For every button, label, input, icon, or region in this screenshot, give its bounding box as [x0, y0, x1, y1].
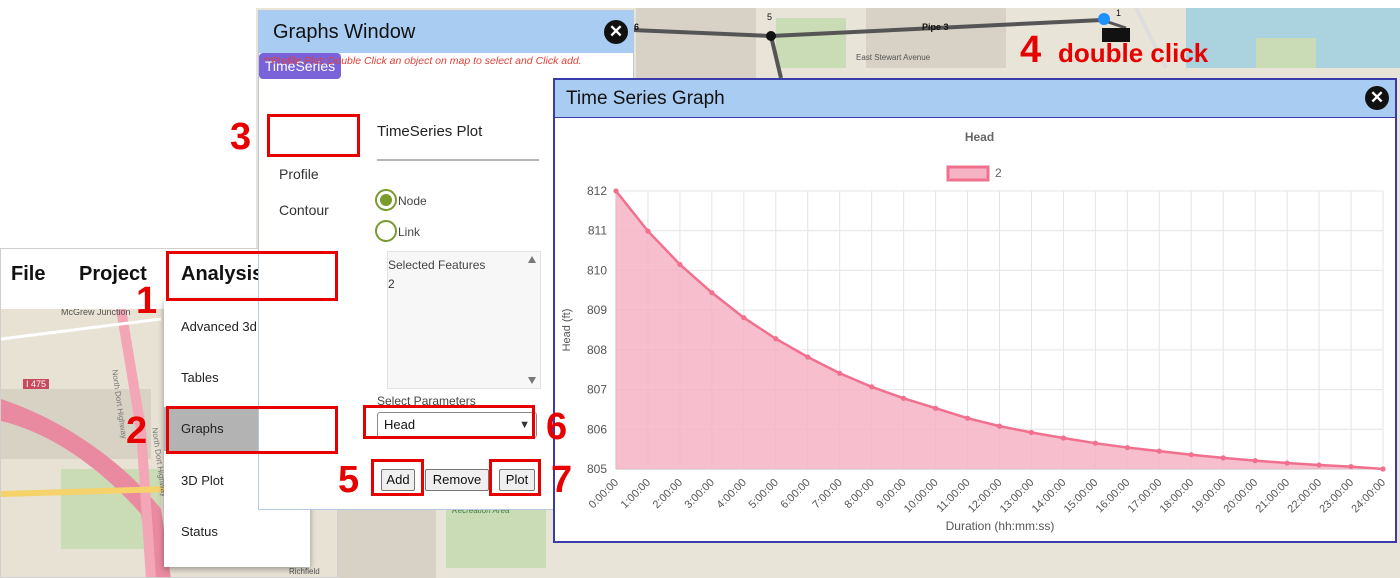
add-button[interactable]: Add	[381, 469, 415, 491]
data-point	[1028, 429, 1035, 436]
data-point	[1316, 462, 1322, 468]
y-tick-label: 809	[587, 303, 607, 317]
menu-project[interactable]: Project	[79, 263, 147, 285]
menu-item-tables[interactable]: Tables	[181, 370, 219, 385]
tab-profile[interactable]: Profile	[279, 166, 319, 182]
selected-feature-item[interactable]: 2	[388, 277, 395, 291]
data-point	[645, 228, 651, 234]
data-point	[613, 188, 619, 194]
double-click-annotation: double click	[1058, 38, 1209, 68]
y-tick-label: 810	[587, 263, 607, 277]
time-series-graph-title[interactable]: Time Series Graph	[555, 80, 1395, 118]
head-chart: 8128118108098088078068050:00:001:00:002:…	[555, 119, 1395, 539]
data-point	[837, 370, 843, 376]
map-place-label: McGrew Junction	[61, 309, 131, 317]
menu-map-roads	[1, 309, 337, 577]
radio-link-label: Link	[398, 225, 421, 239]
menu-item-3d-plot[interactable]: 3D Plot	[181, 473, 224, 488]
map-node-1[interactable]	[1098, 13, 1110, 25]
divider	[377, 159, 539, 161]
selected-features-list[interactable]: Selected Features 2	[387, 251, 541, 389]
data-point	[932, 405, 939, 411]
selected-features-label: Selected Features	[388, 258, 486, 272]
y-tick-label: 807	[587, 383, 607, 397]
step-number-6: 6	[546, 406, 568, 448]
annotation-box-timeseries	[267, 114, 360, 157]
step-number-4: 4	[1020, 29, 1042, 71]
map-node-label: 1	[1116, 8, 1122, 18]
data-point	[901, 395, 907, 401]
close-icon[interactable]: ✕	[604, 20, 628, 44]
chart-title: Head	[965, 130, 994, 144]
time-series-graph-window: Time Series Graph ✕ 812 811 810 809 808 807 80…	[553, 78, 1397, 543]
parameter-select-value: Head	[384, 417, 416, 432]
remove-button[interactable]: Remove	[425, 469, 489, 491]
data-point	[1060, 435, 1067, 441]
data-point	[869, 384, 875, 390]
menu-item-status[interactable]: Status	[181, 524, 218, 539]
tab-timeseries[interactable]: TimeSeries	[259, 53, 341, 79]
data-point	[1380, 466, 1386, 472]
tab-contour[interactable]: Contour	[279, 202, 329, 218]
y-tick-label: 806	[587, 422, 607, 436]
annotation-box-add	[371, 459, 424, 496]
step-number-7: 7	[551, 459, 573, 501]
profile-plot-hint: **Profile Plot: Double Click an object o…	[263, 55, 582, 67]
menu-file[interactable]: File	[11, 263, 46, 285]
data-point	[1220, 455, 1226, 461]
data-point	[1156, 448, 1162, 454]
data-point	[1188, 452, 1194, 458]
data-point	[805, 354, 811, 360]
parameter-select[interactable]: Head ▼	[377, 412, 537, 438]
data-point	[1348, 464, 1354, 470]
radio-node-label: Node	[398, 194, 427, 208]
map-pipe-label: Pipe 3	[922, 22, 949, 32]
radio-node[interactable]	[375, 189, 397, 211]
data-point	[773, 336, 779, 342]
annotation-box-analysis-report	[166, 251, 338, 301]
data-point	[1252, 458, 1258, 464]
annotation-box-plot	[489, 459, 541, 496]
data-point	[709, 290, 715, 296]
step-number-3: 3	[230, 116, 252, 158]
map-highway-label: I 475	[23, 379, 50, 389]
data-point	[741, 315, 747, 321]
step-number-2: 2	[126, 410, 148, 452]
x-axis-title: Duration (hh:mm:ss)	[946, 519, 1055, 533]
radio-link[interactable]	[375, 220, 397, 242]
y-tick-label: 808	[587, 343, 607, 357]
data-point	[996, 423, 1003, 429]
scroll-up-icon[interactable]	[528, 256, 536, 263]
annotation-box-select	[363, 405, 535, 439]
data-point	[1284, 460, 1290, 466]
graphs-window-title[interactable]: Graphs Window	[259, 11, 633, 53]
y-axis-title: Head (ft)	[561, 309, 573, 352]
scroll-down-icon[interactable]	[528, 377, 536, 384]
timeseries-plot-heading: TimeSeries Plot	[377, 123, 483, 140]
map-street-label: East Stewart Avenue	[856, 53, 931, 62]
legend-swatch	[946, 165, 990, 182]
data-point	[964, 415, 971, 421]
y-tick-label: 805	[587, 462, 607, 476]
map-node-2-selected[interactable]	[1102, 28, 1130, 42]
map-node-5[interactable]	[766, 31, 776, 41]
data-point	[1124, 444, 1130, 451]
select-chevron-icon: ▼	[519, 419, 530, 431]
y-tick-label: 812	[587, 184, 607, 198]
select-parameters-label: Select Parameters	[377, 394, 476, 408]
annotation-box-graphs	[166, 406, 338, 454]
data-point	[677, 261, 683, 268]
y-tick-label: 811	[588, 224, 607, 238]
close-icon[interactable]: ✕	[1365, 86, 1389, 110]
map-area-label: Recreation Area	[452, 506, 510, 515]
plot-button[interactable]: Plot	[499, 469, 535, 491]
step-number-5: 5	[338, 459, 360, 501]
legend-label: 2	[995, 166, 1002, 180]
map-place-label: Richfield	[289, 567, 320, 576]
step-number-1: 1	[136, 280, 158, 322]
data-point	[1092, 440, 1098, 446]
map-node-label: 5	[767, 12, 773, 22]
map-node-label: 6	[634, 22, 640, 32]
series-area	[616, 191, 1383, 469]
